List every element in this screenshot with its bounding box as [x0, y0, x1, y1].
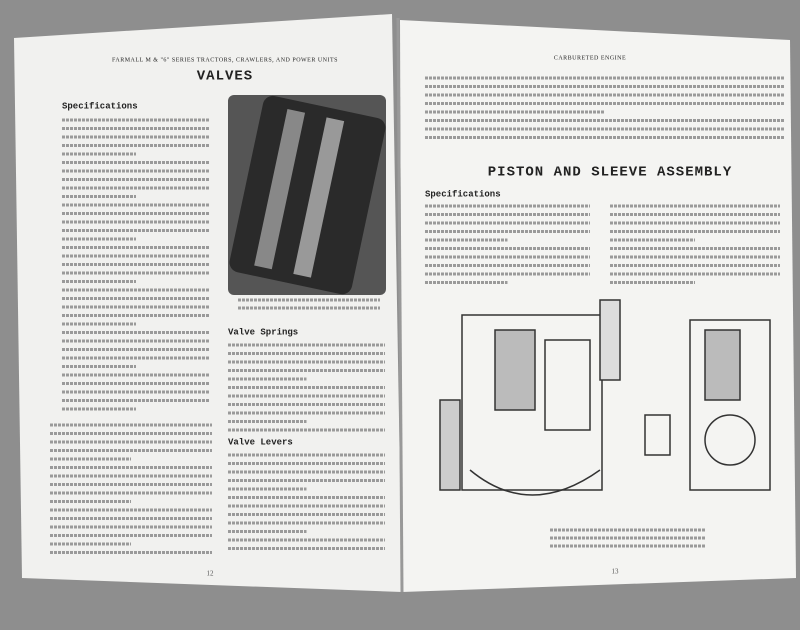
- page-number: 13: [612, 568, 620, 576]
- page-header: CARBURETED ENGINE: [554, 55, 626, 61]
- spine: [396, 17, 404, 593]
- valve-photo: [228, 95, 386, 295]
- section-heading: Specifications: [62, 101, 138, 111]
- page-number: 12: [207, 570, 215, 578]
- engine-drawing: [439, 299, 771, 496]
- section-heading: Valve Springs: [228, 327, 298, 337]
- page-title: PISTON AND SLEEVE ASSEMBLY: [488, 165, 732, 181]
- page-title: VALVES: [197, 69, 253, 85]
- section-heading: Valve Levers: [228, 437, 293, 447]
- right-page: [400, 20, 796, 592]
- page-header: FARMALL M & "6" SERIES TRACTORS, CRAWLER…: [112, 57, 338, 63]
- section-heading: Specifications: [425, 189, 501, 199]
